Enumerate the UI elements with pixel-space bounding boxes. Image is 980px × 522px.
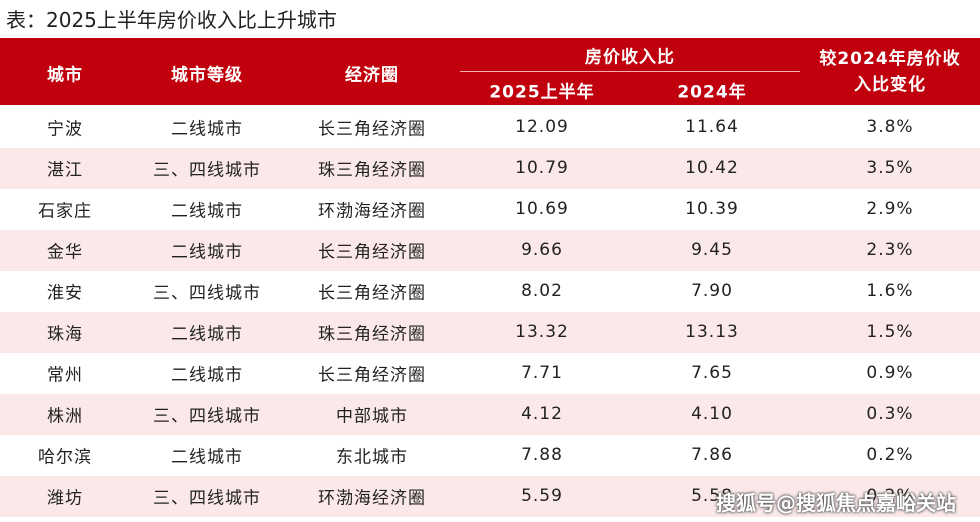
watermark: 搜狐号@搜狐焦点嘉峪关站 <box>716 491 956 515</box>
table-cell: 9.45 <box>691 240 733 260</box>
table-cell: 三、四线城市 <box>153 283 261 304</box>
header-cell: 房价收入比 <box>585 47 675 68</box>
table-cell: 2.3% <box>866 240 914 260</box>
header-cell: 城市等级 <box>171 65 243 86</box>
table-cell: 三、四线城市 <box>153 160 261 181</box>
table-cell: 3.8% <box>866 117 914 137</box>
table-cell: 环渤海经济圈 <box>318 201 426 222</box>
header-cell: 2025上半年 <box>489 82 595 103</box>
table-cell: 珠三角经济圈 <box>318 324 426 345</box>
table-row <box>0 476 980 517</box>
table-cell: 东北城市 <box>336 447 408 468</box>
table-cell: 13.32 <box>515 322 569 342</box>
table-cell: 二线城市 <box>171 365 243 386</box>
table-cell: 10.79 <box>515 158 569 178</box>
table-cell: 1.5% <box>866 322 914 342</box>
table-cell: 0.9% <box>866 363 914 383</box>
header-divider <box>460 71 800 72</box>
table-cell: 12.09 <box>515 117 569 137</box>
table-cell: 11.64 <box>685 117 739 137</box>
table-cell: 常州 <box>47 365 83 386</box>
table-cell: 淮安 <box>47 283 83 304</box>
table-cell: 中部城市 <box>336 406 408 427</box>
table-row <box>0 271 980 312</box>
table-cell: 7.65 <box>691 363 733 383</box>
table-cell: 哈尔滨 <box>38 447 92 468</box>
table-cell: 13.13 <box>685 322 739 342</box>
header-cell: 2024年 <box>677 82 747 103</box>
table-cell: 8.02 <box>521 281 563 301</box>
table-cell: 2.9% <box>866 199 914 219</box>
table-cell: 5.59 <box>521 486 563 506</box>
table-cell: 长三角经济圈 <box>318 365 426 386</box>
table-title: 表：2025上半年房价收入比上升城市 <box>6 8 337 32</box>
table-cell: 4.10 <box>691 404 733 424</box>
table-row <box>0 312 980 353</box>
table-cell: 环渤海经济圈 <box>318 488 426 509</box>
header-cell: 城市 <box>47 65 83 86</box>
table-cell: 潍坊 <box>47 488 83 509</box>
table-cell: 二线城市 <box>171 201 243 222</box>
table-cell: 二线城市 <box>171 324 243 345</box>
table-cell: 长三角经济圈 <box>318 283 426 304</box>
table-cell: 9.66 <box>521 240 563 260</box>
table-cell: 珠海 <box>47 324 83 345</box>
table-cell: 宁波 <box>47 119 83 140</box>
table-cell: 10.39 <box>685 199 739 219</box>
header-cell: 较2024年房价收入比变化 <box>819 49 961 95</box>
table-cell: 石家庄 <box>38 201 92 222</box>
table-cell: 0.2% <box>866 486 914 506</box>
table-cell: 1.6% <box>866 281 914 301</box>
table-row <box>0 394 980 435</box>
table-row <box>0 353 980 394</box>
table-row <box>0 107 980 148</box>
table-cell: 湛江 <box>47 160 83 181</box>
table-cell: 三、四线城市 <box>153 406 261 427</box>
table-cell: 7.71 <box>521 363 563 383</box>
header-cell: 经济圈 <box>345 65 399 86</box>
table-cell: 长三角经济圈 <box>318 242 426 263</box>
table-cell: 10.69 <box>515 199 569 219</box>
table-cell: 二线城市 <box>171 242 243 263</box>
table-cell: 7.88 <box>521 445 563 465</box>
table-cell: 7.86 <box>691 445 733 465</box>
table-cell: 株洲 <box>47 406 83 427</box>
table-cell: 三、四线城市 <box>153 488 261 509</box>
table-row <box>0 189 980 230</box>
table-cell: 3.5% <box>866 158 914 178</box>
table-cell: 0.2% <box>866 445 914 465</box>
table-cell: 10.42 <box>685 158 739 178</box>
table-cell: 5.58 <box>691 486 733 506</box>
table-row <box>0 148 980 189</box>
table-cell: 珠三角经济圈 <box>318 160 426 181</box>
table-row <box>0 230 980 271</box>
table-cell: 二线城市 <box>171 447 243 468</box>
table-cell: 金华 <box>47 242 83 263</box>
table-cell: 4.12 <box>521 404 563 424</box>
table-cell: 二线城市 <box>171 119 243 140</box>
table-cell: 长三角经济圈 <box>318 119 426 140</box>
table-row <box>0 435 980 476</box>
table-cell: 7.90 <box>691 281 733 301</box>
table-cell: 0.3% <box>866 404 914 424</box>
